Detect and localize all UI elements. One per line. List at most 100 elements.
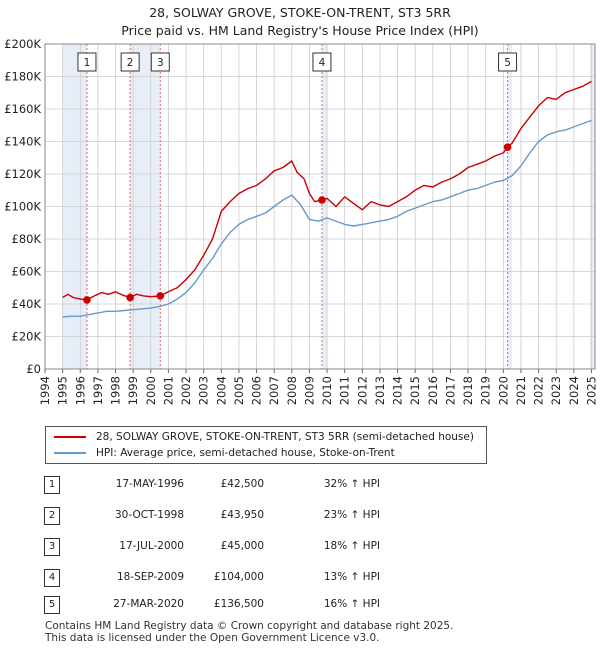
sale-marker-box [312,52,332,72]
table-row: 5 27-MAR-2020 £136,500 16% ↑ HPI [0,596,600,616]
sale-marker-boxes: 1 2 3 4 5 [77,52,518,72]
sale-date: 27-MAR-2020 [113,598,184,610]
sale-marker-label: 1 [84,57,91,69]
table-row: 3 17-JUL-2000 £45,000 18% ↑ HPI [0,538,600,558]
x-tick-label: 2000 [144,376,158,405]
x-tick-label: 2019 [479,376,493,405]
sale-hpi-diff: 13% ↑ HPI [323,571,380,583]
x-tick-label: 2024 [567,376,581,405]
x-tick-label: 2008 [285,376,299,405]
x-tick-label: 2012 [355,376,369,405]
sale-hpi-diff: 18% ↑ HPI [323,540,380,552]
sale-number: 2 [44,507,60,525]
series-lines [62,80,592,318]
x-tick-label: 1998 [109,376,123,405]
sale-marker-label: 5 [504,57,511,69]
x-tick-label: 1996 [73,376,87,405]
x-tick-label: 2018 [461,376,475,405]
x-tick-label: 2014 [391,376,405,405]
y-tick-label: £140K [4,135,41,149]
sale-marker-label: 2 [127,57,134,69]
sale-price: £104,000 [213,571,264,583]
legend-label-hpi: HPI: Average price, semi-detached house,… [96,447,395,459]
x-tick-label: 1995 [56,376,70,405]
x-tick-label: 2015 [408,376,422,405]
sale-point [503,143,512,151]
table-row: 4 18-SEP-2009 £104,000 13% ↑ HPI [0,569,600,589]
x-tick-label: 2006 [250,376,264,405]
y-tick-label: £180K [4,70,41,84]
y-tick-label: £100K [4,200,41,214]
sale-marker-label: 3 [157,57,164,69]
sale-hpi-diff: 23% ↑ HPI [323,509,380,521]
x-tick-label: 2003 [197,376,211,405]
y-tick-label: £200K [4,37,41,51]
x-tick-label: 2022 [532,376,546,405]
x-tick-label: 2020 [496,376,510,405]
legend: 28, SOLWAY GROVE, STOKE-ON-TRENT, ST3 5R… [45,426,487,464]
sale-number: 3 [44,538,60,556]
table-row: 2 30-OCT-1998 £43,950 23% ↑ HPI [0,507,600,527]
sale-date: 17-MAY-1996 [115,478,184,490]
sale-hpi-diff: 32% ↑ HPI [323,478,380,490]
sale-point [318,196,326,204]
x-tick-label: 2005 [232,376,246,405]
sale-point [156,292,165,300]
x-tick-label: 2009 [302,376,316,405]
y-tick-label: £40K [12,297,42,311]
x-tick-label: 2025 [584,376,598,405]
y-tick-label: £0 [26,362,41,376]
y-tick-label: £160K [4,102,41,116]
sale-number: 5 [44,596,60,614]
x-tick-label: 2013 [373,376,387,405]
sale-price: £42,500 [220,478,264,490]
x-tick-label: 1999 [126,376,140,405]
y-tick-label: £120K [4,167,41,181]
x-tick-label: 1994 [38,376,52,405]
sale-marker-label: 4 [319,57,326,69]
sale-number: 4 [44,569,60,587]
x-tick-label: 2001 [161,376,175,405]
x-tick-label: 2011 [338,376,352,405]
footer-line1: Contains HM Land Registry data © Crown c… [45,620,454,632]
legend-item-property: 28, SOLWAY GROVE, STOKE-ON-TRENT, ST3 5R… [54,429,474,445]
y-tick-label: £60K [12,265,42,279]
sale-points [83,143,512,304]
x-tick-label: 1997 [91,376,105,405]
table-row: 1 17-MAY-1996 £42,500 32% ↑ HPI [0,476,600,496]
sale-price: £43,950 [220,509,264,521]
gridlines [44,43,595,370]
sale-date: 18-SEP-2009 [116,571,184,583]
plot-frame [44,43,596,370]
x-tick-label: 2023 [549,376,563,405]
chart-title-line1: 28, SOLWAY GROVE, STOKE-ON-TRENT, ST3 5R… [149,5,451,20]
x-tick-label: 2010 [320,376,334,405]
sale-marker-box [150,52,170,72]
legend-swatch-hpi [54,452,86,454]
sale-point [126,293,134,302]
footer: Contains HM Land Registry data © Crown c… [45,620,453,644]
series-line-hpi [62,119,592,318]
x-tick-label: 2017 [443,376,457,405]
sale-date: 17-JUL-2000 [119,540,184,552]
x-axis-ticks: 1994 1995 1996 1997 1998 1999 2000 2001 2002 2003… [38,369,598,405]
x-tick-label: 2021 [514,376,528,405]
sale-number: 1 [44,476,60,494]
sale-marker-box [77,52,97,72]
sale-marker-box [120,52,140,72]
sale-price: £45,000 [220,540,264,552]
x-tick-label: 2007 [267,376,281,405]
y-axis-ticks: £0 £20K £40K £60K £80K £100K £120K £140K £160K £1… [4,37,41,376]
sale-hpi-diff: 16% ↑ HPI [323,598,380,610]
sale-point [83,296,91,304]
sale-date: 30-OCT-1998 [115,509,184,521]
series-line-property [62,80,592,301]
legend-swatch-property [54,436,86,438]
chart-title-line2: Price paid vs. HM Land Registry's House … [121,23,479,38]
chart-title: 28, SOLWAY GROVE, STOKE-ON-TRENT, ST3 5R… [0,4,600,40]
footer-line2: This data is licensed under the Open Gov… [45,632,380,644]
legend-item-hpi: HPI: Average price, semi-detached house,… [54,445,395,461]
x-tick-label: 2016 [426,376,440,405]
x-tick-label: 2002 [179,376,193,405]
